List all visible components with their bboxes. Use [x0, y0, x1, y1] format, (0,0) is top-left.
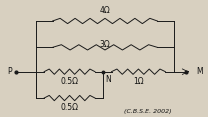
Text: 4Ω: 4Ω — [100, 6, 110, 15]
Text: N: N — [105, 75, 111, 84]
Text: (C.B.S.E. 2002): (C.B.S.E. 2002) — [124, 109, 172, 114]
Text: 3Ω: 3Ω — [100, 40, 110, 49]
Text: 0.5Ω: 0.5Ω — [61, 102, 79, 112]
Text: 1Ω: 1Ω — [133, 77, 144, 86]
Text: P: P — [7, 67, 11, 76]
Text: M: M — [197, 67, 203, 76]
Text: 0.5Ω: 0.5Ω — [61, 77, 79, 86]
